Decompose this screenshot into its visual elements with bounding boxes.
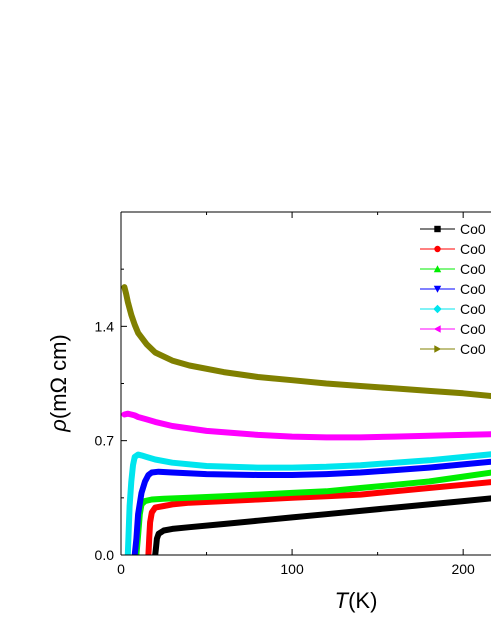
y-axis-label: ρ(mΩ cm) <box>46 334 71 432</box>
y-tick-label: 0.0 <box>95 547 115 563</box>
y-tick-label: 1.4 <box>95 318 115 334</box>
legend-entry: Co0 <box>420 241 486 257</box>
legend-marker <box>433 265 442 273</box>
series-line-5 <box>121 410 491 441</box>
legend-entry: Co0 <box>420 301 486 317</box>
legend-marker <box>433 304 442 314</box>
legend-entry: Co0 <box>420 281 486 297</box>
x-tick-label: 100 <box>280 561 304 577</box>
legend: Co0 Co0 Co0 Co0 Co0 Co0 Co0 <box>420 221 486 357</box>
legend-marker <box>434 245 441 253</box>
series-line-4 <box>124 451 491 555</box>
series-layer <box>121 284 491 555</box>
legend-label: Co0 <box>460 341 486 357</box>
legend-entry: Co0 <box>420 261 486 277</box>
legend-marker <box>434 225 441 233</box>
series-line-0 <box>152 495 491 555</box>
legend-entry: Co0 <box>420 321 486 337</box>
legend-label: Co0 <box>460 321 486 337</box>
x-tick-label: 0 <box>117 561 125 577</box>
legend-marker <box>433 285 442 293</box>
axes-layer: 0 100 200 0.0 0.7 1.4 <box>95 211 491 577</box>
legend-marker <box>434 345 442 353</box>
series-line-6 <box>121 284 491 399</box>
legend-entry: Co0 <box>420 221 486 237</box>
legend-label: Co0 <box>460 261 486 277</box>
y-tick-label: 0.7 <box>95 433 115 449</box>
x-tick-label: 200 <box>451 561 475 577</box>
legend-label: Co0 <box>460 221 486 237</box>
legend-label: Co0 <box>460 241 486 257</box>
series-line-2 <box>133 469 491 555</box>
x-axis-label: T(K) <box>335 588 378 613</box>
series-line-3 <box>131 458 491 555</box>
legend-entry: Co0 <box>420 341 486 357</box>
legend-label: Co0 <box>460 301 486 317</box>
series-line-1 <box>145 479 491 555</box>
legend-marker <box>433 325 441 333</box>
legend-label: Co0 <box>460 281 486 297</box>
